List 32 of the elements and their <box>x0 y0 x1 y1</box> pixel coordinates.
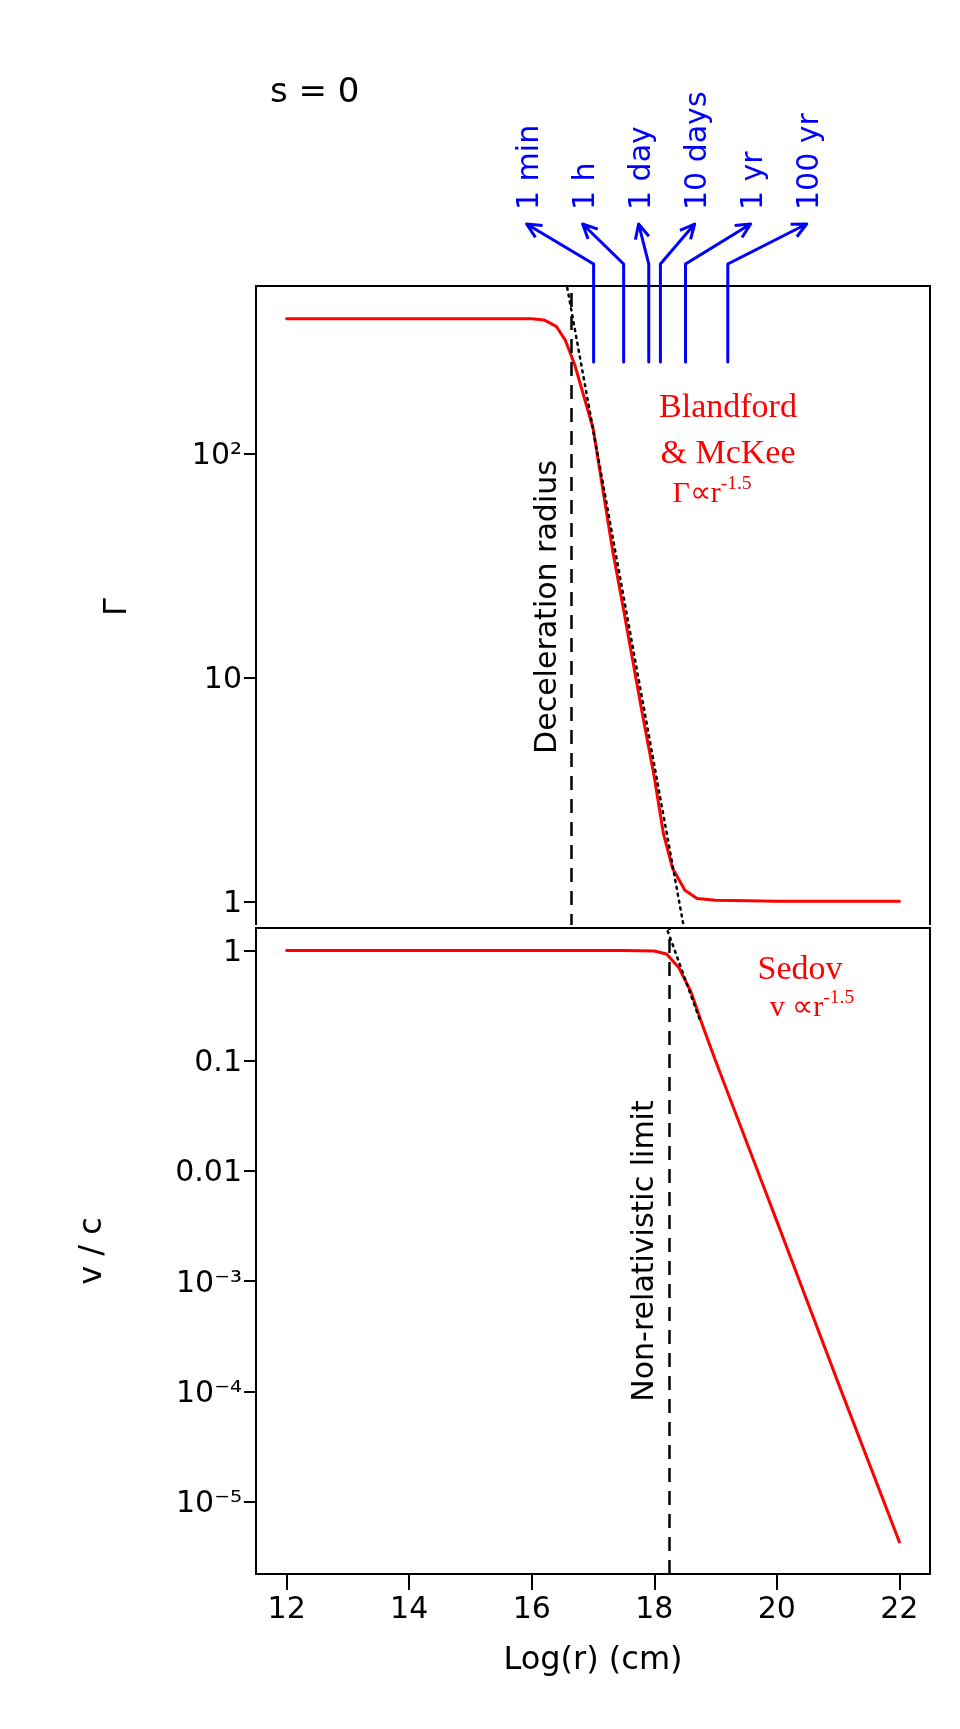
ref-line-label: 100 yr <box>789 112 825 210</box>
x-tick-label: 14 <box>390 1589 429 1625</box>
y-tick-label: 10⁻³ <box>175 1263 242 1299</box>
y-tick-label: 10⁻⁴ <box>175 1373 242 1409</box>
x-tick-label: 16 <box>512 1589 551 1625</box>
x-tick-label: 18 <box>635 1589 674 1625</box>
ref-line-label: 1 day <box>621 126 657 210</box>
y-axis-title: Γ <box>96 597 134 616</box>
x-tick-label: 20 <box>757 1589 796 1625</box>
x-tick-label: 12 <box>267 1589 306 1625</box>
annotation: v ∝r$^{-1.5}$ <box>769 985 855 1022</box>
annotation: Blandford <box>659 386 797 424</box>
chart-title: s = 0 <box>270 70 360 110</box>
y-tick-label: 10 <box>203 659 242 695</box>
ref-line-label: 10 days <box>677 91 713 210</box>
y-tick-label: 1 <box>222 883 242 919</box>
x-tick-label: 22 <box>880 1589 919 1625</box>
ref-line-label: 1 h <box>565 162 601 210</box>
y-axis-title: v / c <box>71 1217 109 1285</box>
ref-line-label: Non-relativistic limit <box>624 1100 660 1402</box>
annotation: Γ∝r$^{-1.5}$ <box>672 471 752 508</box>
y-tick-label: 0.1 <box>194 1043 242 1079</box>
ref-line-label: 1 min <box>509 124 545 210</box>
ref-line-label: 1 yr <box>733 150 769 210</box>
x-axis-title: Log(r) (cm) <box>503 1639 683 1677</box>
annotation: & McKee <box>660 432 796 470</box>
y-tick-label: 10² <box>191 436 242 472</box>
y-tick-label: 0.01 <box>175 1153 242 1189</box>
y-tick-label: 10⁻⁵ <box>175 1484 242 1520</box>
y-tick-label: 1 <box>222 933 242 968</box>
annotation: Sedov <box>757 948 843 986</box>
ref-line-label: Deceleration radius <box>527 460 563 754</box>
